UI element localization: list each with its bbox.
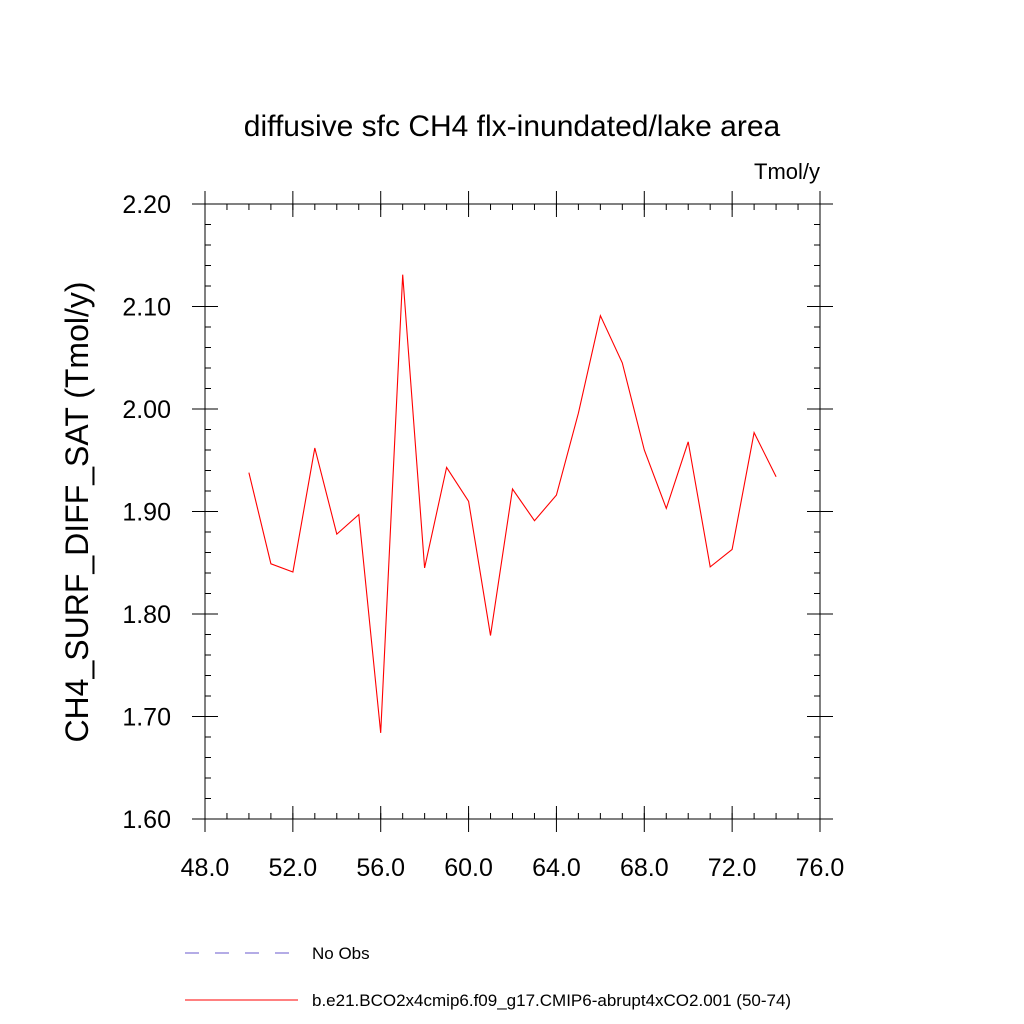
chart-title: diffusive sfc CH4 flx-inundated/lake are… [244,110,781,143]
x-tick-label: 68.0 [620,854,669,882]
y-tick-label: 2.20 [122,191,171,219]
y-tick-label: 1.60 [122,806,171,834]
x-tick-label: 64.0 [532,854,581,882]
plot-frame [204,203,821,820]
y-tick-label: 1.80 [122,601,171,629]
x-tick-label: 72.0 [708,854,757,882]
y-tick-label: 1.70 [122,704,171,732]
x-tick-label: 52.0 [269,854,318,882]
x-tick-label: 60.0 [444,854,493,882]
series-line-0 [248,274,777,733]
x-tick-label: 76.0 [796,854,845,882]
y-tick-label: 2.10 [122,294,171,322]
legend: No Obs b.e21.BCO2x4cmip6.f09_g17.CMIP6-ab… [185,944,791,1010]
x-tick-label: 48.0 [181,854,230,882]
legend-label-1: b.e21.BCO2x4cmip6.f09_g17.CMIP6-abrupt4x… [312,991,791,1010]
plot-area: 48.0 52.0 56.0 60.0 64.0 68.0 72.0 76.0 1.60 1.70… [122,191,844,882]
units-label: Tmol/y [754,159,820,184]
x-tick-label: 56.0 [356,854,405,882]
y-tick-label: 1.90 [122,499,171,527]
legend-label-0: No Obs [312,944,370,963]
y-axis-label: CH4_SURF_DIFF_SAT (Tmol/y) [59,281,95,742]
y-tick-label: 2.00 [122,396,171,424]
